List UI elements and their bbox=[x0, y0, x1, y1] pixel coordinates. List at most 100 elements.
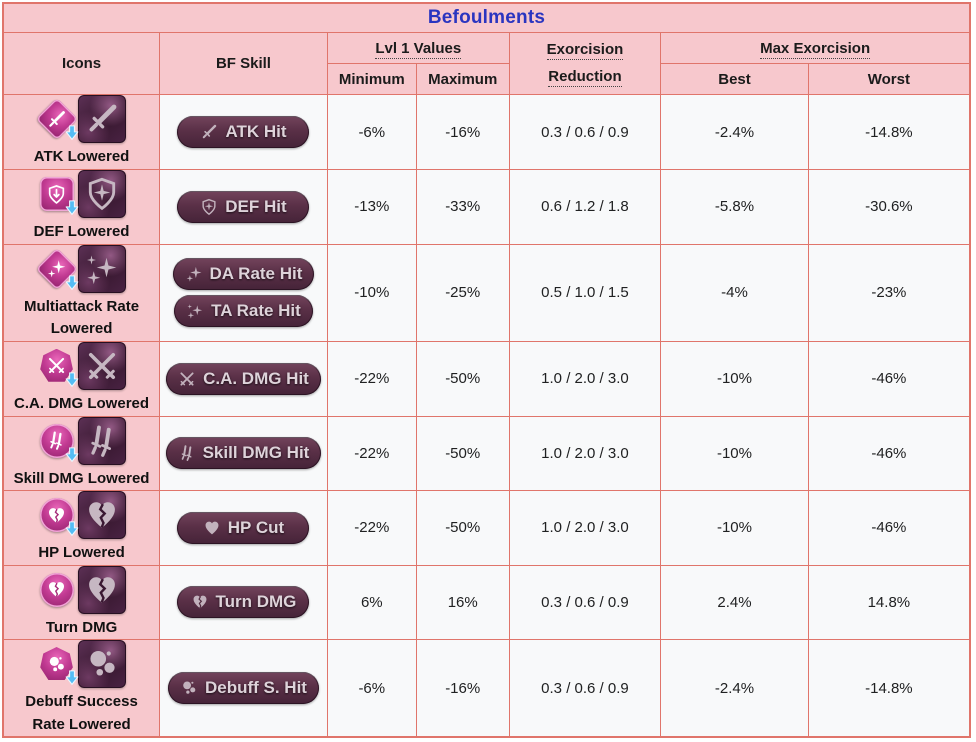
befoulments-title-link[interactable]: Befoulments bbox=[427, 7, 546, 28]
atk-hit-pill[interactable]: ATK Hit bbox=[177, 116, 310, 148]
best-value: -4% bbox=[660, 243, 809, 342]
hp-cut-pill[interactable]: HP Cut bbox=[177, 511, 310, 544]
ca-dmg-hit-pill[interactable]: C.A. DMG Hit bbox=[166, 362, 321, 395]
atk-down-icon[interactable] bbox=[38, 100, 78, 141]
col-header-exorcision-reduction: Exorcision Reduction bbox=[508, 32, 662, 95]
pill-label: Skill DMG Hit bbox=[202, 443, 310, 463]
minimum-value: -22% bbox=[326, 415, 417, 491]
bubbles-field-icon[interactable] bbox=[77, 640, 126, 688]
best-value: -10% bbox=[660, 340, 809, 417]
minimum-value: 6% bbox=[326, 564, 417, 640]
table-row: C.A. DMG Lowered C.A. DMG Hit -22% -50% … bbox=[2, 340, 971, 417]
bf-skill-cell: Turn DMG bbox=[159, 564, 328, 640]
broken-heart-field-icon[interactable] bbox=[77, 565, 126, 614]
pill-label: DEF Hit bbox=[225, 196, 287, 216]
maximum-value: -33% bbox=[415, 169, 510, 245]
col-header-worst: Worst bbox=[807, 63, 971, 95]
worst-value: -14.8% bbox=[807, 94, 971, 170]
skill-dmg-hit-pill[interactable]: Skill DMG Hit bbox=[165, 437, 322, 470]
reduction-tooltip[interactable]: Reduction bbox=[548, 67, 622, 87]
header-row-2: Minimum Maximum Best Worst bbox=[3, 63, 971, 95]
down-arrow-icon bbox=[65, 446, 78, 462]
double-spark-icon bbox=[187, 304, 203, 319]
icons-cell: Multiattack Rate Lowered bbox=[2, 243, 161, 342]
worst-value: -23% bbox=[807, 243, 971, 342]
daggers-field-icon[interactable] bbox=[77, 416, 126, 465]
exorcision-reduction-value: 1.0 / 2.0 / 3.0 bbox=[508, 490, 662, 566]
minimum-value: -22% bbox=[326, 340, 417, 417]
turn-dmg-icon[interactable] bbox=[38, 571, 76, 609]
table-row: Turn DMG Turn DMG 6% 16% 0.3 / 0.6 / 0.9… bbox=[2, 564, 971, 640]
worst-value: -46% bbox=[807, 415, 971, 491]
sword-field-icon[interactable] bbox=[77, 95, 126, 144]
crossed-swords-field-icon[interactable] bbox=[77, 341, 126, 390]
effect-label: Debuff Success Rate Lowered bbox=[25, 693, 138, 733]
table-row: Skill DMG Lowered Skill DMG Hit -22% -50… bbox=[2, 415, 971, 491]
icons-cell: DEF Lowered bbox=[2, 169, 161, 245]
bf-skill-cell: Debuff S. Hit bbox=[159, 639, 328, 738]
pill-label: HP Cut bbox=[227, 517, 285, 537]
table-title-cell: Befoulments bbox=[2, 2, 971, 33]
lvl1-values-tooltip[interactable]: Lvl 1 Values bbox=[375, 39, 462, 59]
col-header-minimum: Minimum bbox=[326, 63, 417, 95]
da-rate-hit-pill[interactable]: DA Rate Hit bbox=[172, 258, 315, 290]
exorcision-reduction-value: 0.6 / 1.2 / 1.8 bbox=[508, 169, 662, 245]
effect-label: DEF Lowered bbox=[33, 223, 130, 240]
worst-value: -46% bbox=[807, 340, 971, 417]
broken-heart-field-icon[interactable] bbox=[77, 491, 126, 539]
header-row-1: Icons BF Skill Lvl 1 Values Exorcision R… bbox=[2, 32, 971, 95]
effect-label: C.A. DMG Lowered bbox=[14, 394, 150, 412]
col-header-best: Best bbox=[660, 63, 809, 95]
down-arrow-icon bbox=[65, 125, 78, 141]
shield-field-icon[interactable] bbox=[77, 170, 126, 218]
best-value: -2.4% bbox=[660, 94, 809, 170]
worst-value: -46% bbox=[807, 490, 971, 566]
multiattack-down-icon[interactable] bbox=[38, 250, 78, 290]
pill-label: TA Rate Hit bbox=[211, 301, 301, 320]
max-exorcision-tooltip[interactable]: Max Exorcision bbox=[760, 39, 871, 59]
pill-label: ATK Hit bbox=[225, 122, 287, 141]
bf-skill-cell: C.A. DMG Hit bbox=[159, 340, 328, 417]
col-header-bf-skill: BF Skill bbox=[159, 32, 328, 95]
col-header-maximum: Maximum bbox=[415, 63, 510, 95]
sparks-field-icon[interactable] bbox=[77, 244, 126, 293]
icons-cell: Skill DMG Lowered bbox=[2, 415, 161, 491]
pill-label: DA Rate Hit bbox=[209, 264, 303, 283]
icons-cell: C.A. DMG Lowered bbox=[2, 340, 161, 417]
exorcision-reduction-value: 0.3 / 0.6 / 0.9 bbox=[508, 639, 662, 738]
debuff-s-hit-pill[interactable]: Debuff S. Hit bbox=[167, 672, 319, 704]
ta-rate-hit-pill[interactable]: TA Rate Hit bbox=[174, 295, 313, 327]
shield-icon bbox=[202, 198, 216, 215]
exorcision-tooltip[interactable]: Exorcision bbox=[546, 41, 624, 61]
down-arrow-icon bbox=[65, 521, 78, 536]
hp-down-icon[interactable] bbox=[38, 496, 78, 536]
best-value: -2.4% bbox=[660, 639, 809, 738]
icons-cell: HP Lowered bbox=[2, 490, 161, 566]
sword-icon bbox=[202, 124, 217, 139]
table-title-row: Befoulments bbox=[2, 2, 971, 33]
def-down-icon[interactable] bbox=[38, 175, 78, 215]
col-header-lvl1-values: Lvl 1 Values bbox=[326, 32, 510, 64]
table-row: DEF Lowered DEF Hit -13% -33% 0.6 / 1.2 … bbox=[2, 169, 971, 245]
debuff-rate-down-icon[interactable] bbox=[38, 645, 78, 685]
bf-skill-cell: Skill DMG Hit bbox=[159, 415, 328, 491]
down-arrow-icon bbox=[65, 200, 78, 215]
col-header-icons: Icons bbox=[2, 32, 161, 95]
exorcision-reduction-value: 0.3 / 0.6 / 0.9 bbox=[508, 94, 662, 170]
down-arrow-icon bbox=[65, 274, 78, 290]
effect-label: ATK Lowered bbox=[33, 148, 130, 166]
effect-label: Skill DMG Lowered bbox=[13, 469, 150, 487]
effect-label: HP Lowered bbox=[38, 544, 125, 561]
table-row: Debuff Success Rate Lowered Debuff S. Hi… bbox=[2, 639, 971, 738]
turn-dmg-pill[interactable]: Turn DMG bbox=[177, 586, 310, 619]
crossed-swords-icon bbox=[180, 371, 194, 386]
skill-dmg-down-icon[interactable] bbox=[38, 422, 78, 462]
pill-label: Turn DMG bbox=[215, 592, 297, 612]
pill-label: C.A. DMG Hit bbox=[203, 368, 309, 388]
bf-skill-cell: DEF Hit bbox=[159, 169, 328, 245]
maximum-value: 16% bbox=[415, 564, 510, 640]
bf-skill-cell: ATK Hit bbox=[159, 94, 328, 170]
ca-dmg-down-icon[interactable] bbox=[38, 347, 78, 387]
def-hit-pill[interactable]: DEF Hit bbox=[177, 190, 310, 223]
maximum-value: -16% bbox=[415, 639, 510, 738]
